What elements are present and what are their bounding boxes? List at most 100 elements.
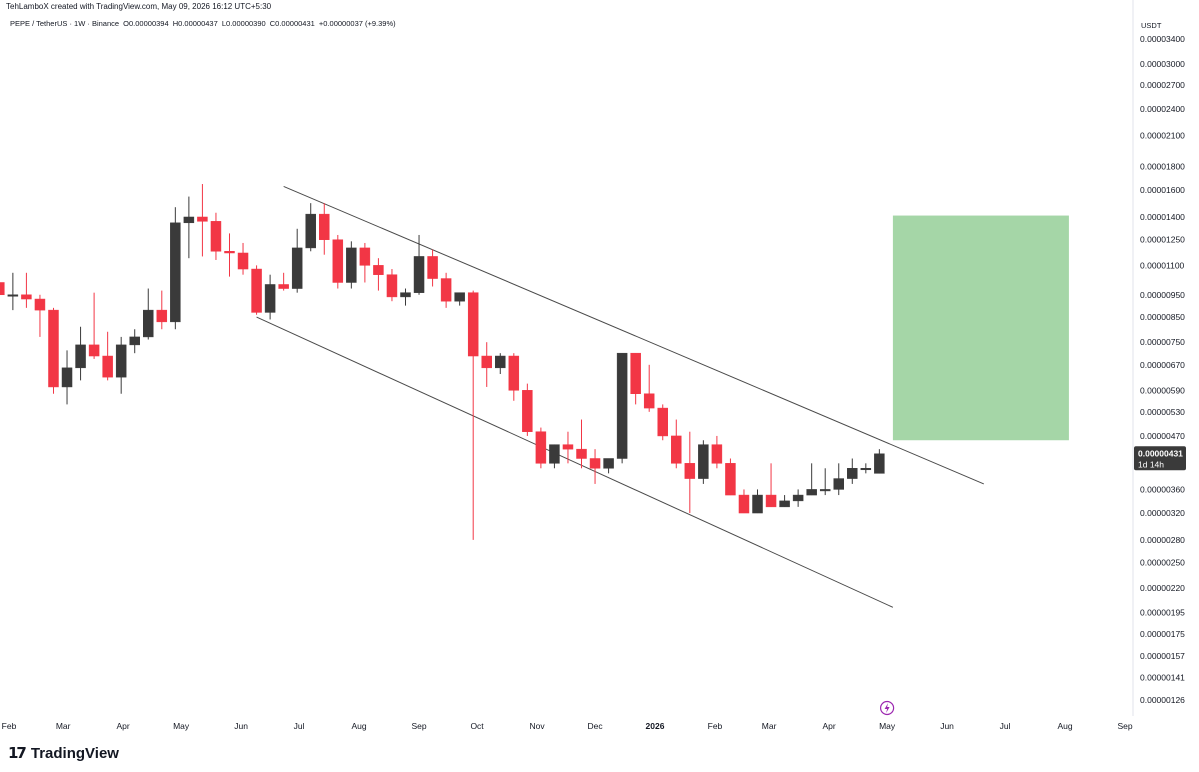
candle-body	[535, 431, 547, 464]
time-tick-label: Sep	[411, 721, 426, 731]
candle-body	[210, 221, 222, 252]
time-tick-label: 2026	[646, 721, 665, 731]
price-tick-label: 0.00000141	[1140, 672, 1185, 682]
candle-body	[319, 213, 330, 240]
candle-body	[400, 292, 411, 298]
candle-body	[833, 478, 844, 490]
price-tick-label: 0.00000670	[1140, 360, 1185, 370]
price-tick-label: 0.00000250	[1140, 558, 1185, 568]
candle-body	[576, 448, 587, 459]
time-tick-label: Apr	[822, 721, 835, 731]
candle-body	[792, 494, 804, 502]
price-tick-label: 0.00000850	[1140, 312, 1185, 322]
time-tick-label: Jul	[1000, 721, 1011, 731]
candle-body	[61, 367, 73, 388]
last-price-countdown: 1d 14h	[1138, 459, 1164, 469]
time-tick-label: Jul	[294, 721, 305, 731]
candle-body	[291, 247, 303, 289]
time-tick-label: Dec	[587, 721, 603, 731]
time-tick-label: Jun	[234, 721, 248, 731]
candle-body	[359, 247, 371, 266]
candle-body	[698, 444, 709, 479]
time-tick-label: May	[173, 721, 190, 731]
candle-body	[373, 265, 384, 275]
candle-body	[779, 500, 790, 508]
candle-body	[386, 274, 398, 298]
candle-body	[156, 309, 168, 323]
chart-credit: TehLamboX created with TradingView.com, …	[6, 2, 272, 11]
candle-body	[630, 352, 641, 394]
candle-body	[88, 344, 100, 357]
candle-body	[711, 444, 723, 464]
candle-body	[413, 256, 425, 293]
time-tick-label: Jun	[940, 721, 954, 731]
symbol-name[interactable]: PEPE / TetherUS · 1W · Binance	[10, 19, 120, 28]
time-tick-label: Sep	[1117, 721, 1132, 731]
currency-label[interactable]: USDT	[1141, 21, 1162, 30]
price-tick-label: 0.00000280	[1140, 535, 1185, 545]
price-tick-label: 0.00000470	[1140, 431, 1185, 441]
candle-body	[305, 213, 316, 249]
price-tick-label: 0.00001250	[1140, 235, 1185, 245]
ohlc-change: +0.00000037 (+9.39%)	[318, 19, 396, 28]
candle-body	[562, 444, 574, 450]
candle-body	[427, 256, 438, 279]
candle-body	[589, 458, 601, 469]
candle-body	[278, 284, 289, 289]
candle-body	[183, 216, 195, 224]
time-tick-label: Feb	[2, 721, 17, 731]
price-tick-label: 0.00000195	[1140, 607, 1185, 617]
last-price-tag	[1134, 446, 1186, 471]
price-tick-label: 0.00002700	[1140, 80, 1185, 90]
price-tick-label: 0.00000750	[1140, 337, 1185, 347]
candle-body	[197, 216, 208, 222]
time-tick-label: Oct	[470, 721, 484, 731]
candle-body	[75, 344, 86, 369]
candle-body	[21, 294, 32, 300]
candle-body	[847, 468, 858, 479]
candle-body	[440, 278, 452, 302]
ohlc-high: H0.00000437	[172, 19, 218, 28]
price-tick-label: 0.00002400	[1140, 104, 1185, 114]
candle-body	[806, 489, 817, 496]
time-tick-label: Aug	[1057, 721, 1072, 731]
candle-body	[224, 251, 235, 254]
candle-body	[508, 355, 520, 391]
candle-body	[129, 336, 140, 346]
candle-body	[170, 222, 181, 323]
candle-body	[819, 489, 831, 492]
candle-body	[102, 355, 113, 378]
candle-body	[237, 252, 249, 270]
channel-lower-line	[256, 316, 894, 608]
ohlc-open: O0.00000394	[123, 19, 169, 28]
price-tick-label: 0.00003400	[1140, 34, 1185, 44]
candle-body	[0, 282, 5, 296]
candle-body	[495, 355, 506, 369]
price-tick-label: 0.00001400	[1140, 212, 1185, 222]
candle-body	[738, 494, 750, 514]
candle-body	[752, 494, 763, 514]
symbol-legend: PEPE / TetherUS · 1W · Binance O0.000003…	[10, 19, 398, 28]
time-tick-label: May	[879, 721, 896, 731]
price-tick-label: 0.00000220	[1140, 583, 1185, 593]
price-tick-label: 0.00000360	[1140, 484, 1185, 494]
candle-body	[522, 390, 533, 432]
lightning-icon[interactable]	[880, 700, 895, 716]
time-tick-label: Mar	[762, 721, 777, 731]
candle-body	[346, 247, 357, 283]
price-tick-label: 0.00000157	[1140, 651, 1185, 661]
price-tick-label: 0.00002100	[1140, 131, 1185, 141]
candle-body	[671, 435, 682, 464]
candle-body	[48, 309, 59, 388]
price-tick-label: 0.00001100	[1140, 260, 1185, 270]
candle-body	[765, 494, 777, 508]
candle-body	[115, 344, 127, 378]
candle-body	[725, 463, 736, 496]
tradingview-logo[interactable]: 17 TradingView	[8, 744, 119, 762]
candle-body	[874, 453, 885, 474]
candle-body	[549, 444, 560, 464]
time-tick-label: Apr	[116, 721, 129, 731]
price-tick-label: 0.00000950	[1140, 290, 1185, 300]
candle-body	[643, 393, 655, 409]
